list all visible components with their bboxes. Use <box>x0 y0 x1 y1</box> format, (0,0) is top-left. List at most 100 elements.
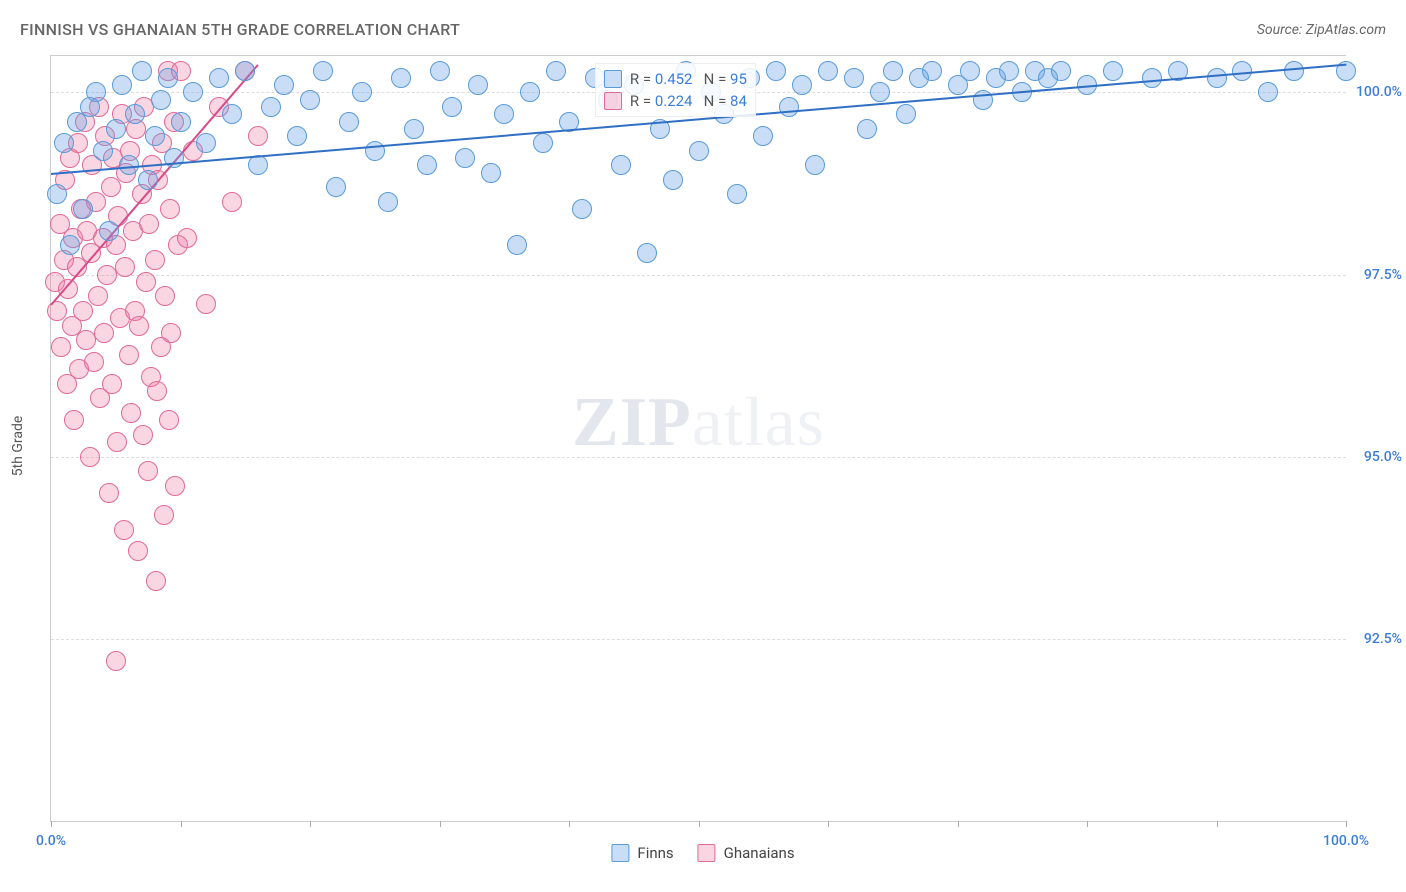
x-tick <box>51 821 52 827</box>
data-point-finns <box>106 119 126 139</box>
data-point-finns <box>73 199 93 219</box>
data-point-ghanaians <box>159 410 179 430</box>
y-axis-label: 5th Grade <box>10 416 26 477</box>
data-point-finns <box>391 68 411 88</box>
data-point-ghanaians <box>80 447 100 467</box>
data-point-ghanaians <box>248 126 268 146</box>
data-point-finns <box>805 155 825 175</box>
legend-swatch <box>611 844 629 862</box>
legend-label: Ghanaians <box>724 844 795 862</box>
data-point-ghanaians <box>138 461 158 481</box>
legend-stats-row: R = 0.452 N = 95 <box>604 68 747 90</box>
x-tick <box>440 821 441 827</box>
data-point-ghanaians <box>107 432 127 452</box>
data-point-ghanaians <box>119 345 139 365</box>
data-point-ghanaians <box>115 257 135 277</box>
data-point-finns <box>430 61 450 81</box>
data-point-finns <box>766 61 786 81</box>
data-point-ghanaians <box>177 228 197 248</box>
data-point-ghanaians <box>155 286 175 306</box>
legend-stats-row: R = 0.224 N = 84 <box>604 90 747 112</box>
data-point-ghanaians <box>147 381 167 401</box>
data-point-finns <box>507 235 527 255</box>
data-point-finns <box>378 192 398 212</box>
x-tick-label-end: 100.0% <box>1323 833 1369 849</box>
x-tick <box>1087 821 1088 827</box>
data-point-finns <box>151 90 171 110</box>
data-point-ghanaians <box>145 250 165 270</box>
data-point-finns <box>196 133 216 153</box>
data-point-finns <box>313 61 333 81</box>
data-point-finns <box>572 199 592 219</box>
data-point-ghanaians <box>139 214 159 234</box>
data-point-finns <box>1142 68 1162 88</box>
data-point-finns <box>261 97 281 117</box>
data-point-finns <box>883 61 903 81</box>
data-point-ghanaians <box>97 265 117 285</box>
chart-header: FINNISH VS GHANAIAN 5TH GRADE CORRELATIO… <box>20 20 1386 39</box>
data-point-ghanaians <box>88 286 108 306</box>
y-tick-label: 92.5% <box>1364 631 1402 647</box>
x-tick <box>1346 821 1347 827</box>
watermark-light: atlas <box>692 384 825 461</box>
data-point-finns <box>520 82 540 102</box>
x-tick <box>310 821 311 827</box>
data-point-finns <box>274 75 294 95</box>
legend-item: Ghanaians <box>698 844 795 862</box>
data-point-finns <box>326 177 346 197</box>
data-point-finns <box>844 68 864 88</box>
data-point-ghanaians <box>154 505 174 525</box>
data-point-ghanaians <box>121 403 141 423</box>
data-point-finns <box>132 61 152 81</box>
x-tick <box>828 821 829 827</box>
data-point-finns <box>779 97 799 117</box>
data-point-finns <box>1207 68 1227 88</box>
data-point-ghanaians <box>161 323 181 343</box>
data-point-ghanaians <box>160 199 180 219</box>
data-point-finns <box>60 235 80 255</box>
data-point-finns <box>125 104 145 124</box>
data-point-finns <box>689 141 709 161</box>
y-tick-label: 95.0% <box>1364 449 1402 465</box>
legend-swatch <box>698 844 716 862</box>
data-point-finns <box>1258 82 1278 102</box>
data-point-finns <box>248 155 268 175</box>
data-point-finns <box>287 126 307 146</box>
gridline <box>51 457 1346 458</box>
data-point-finns <box>171 112 191 132</box>
data-point-finns <box>404 119 424 139</box>
data-point-finns <box>999 61 1019 81</box>
x-tick <box>1217 821 1218 827</box>
x-tick-label-start: 0.0% <box>36 833 66 849</box>
x-tick <box>181 821 182 827</box>
watermark-bold: ZIP <box>572 384 692 461</box>
data-point-finns <box>138 170 158 190</box>
watermark: ZIPatlas <box>572 383 825 463</box>
data-point-finns <box>468 75 488 95</box>
data-point-finns <box>417 155 437 175</box>
data-point-finns <box>209 68 229 88</box>
data-point-ghanaians <box>51 337 71 357</box>
data-point-ghanaians <box>128 541 148 561</box>
data-point-finns <box>727 184 747 204</box>
legend-stats-text: R = 0.224 N = 84 <box>630 92 747 110</box>
data-point-finns <box>857 119 877 139</box>
data-point-finns <box>86 82 106 102</box>
legend-bottom: Finns Ghanaians <box>611 844 794 862</box>
data-point-ghanaians <box>129 316 149 336</box>
data-point-finns <box>960 61 980 81</box>
data-point-ghanaians <box>106 651 126 671</box>
data-point-finns <box>481 163 501 183</box>
data-point-finns <box>222 104 242 124</box>
gridline <box>51 275 1346 276</box>
legend-label: Finns <box>637 844 673 862</box>
data-point-ghanaians <box>64 410 84 430</box>
x-tick <box>569 821 570 827</box>
chart-title: FINNISH VS GHANAIAN 5TH GRADE CORRELATIO… <box>20 20 460 39</box>
data-point-ghanaians <box>99 483 119 503</box>
data-point-finns <box>1103 61 1123 81</box>
data-point-finns <box>637 243 657 263</box>
data-point-finns <box>896 104 916 124</box>
data-point-finns <box>870 82 890 102</box>
data-point-finns <box>183 82 203 102</box>
